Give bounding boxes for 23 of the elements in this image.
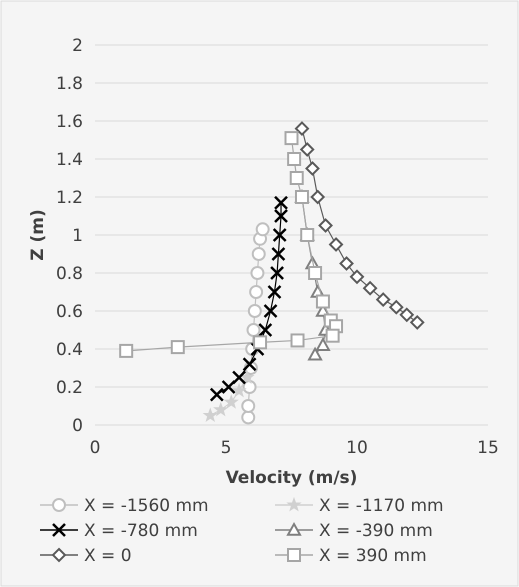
y-tick-label: 0 (72, 416, 83, 436)
x-tick-label: 10 (346, 438, 368, 458)
y-tick-label: 0.4 (56, 340, 83, 360)
x-tick-label: 15 (477, 438, 499, 458)
legend-label: X = -1170 mm (319, 496, 444, 516)
x-tick-label: 0 (90, 438, 100, 458)
y-tick-label: 1.8 (56, 74, 83, 94)
legend-label: X = -780 mm (84, 520, 198, 541)
y-tick-label: 1.4 (56, 150, 83, 170)
y-tick-label: 1.6 (56, 112, 83, 132)
y-tick-label: 0.8 (56, 264, 83, 284)
x-tick-label: 5 (220, 438, 232, 458)
y-tick-label: 2 (72, 36, 83, 56)
y-tick-label: 1 (72, 226, 83, 246)
y-tick-label: 1.2 (56, 188, 83, 208)
legend-label: X = 0 (84, 546, 132, 566)
legend-label: X = -1560 mm (84, 496, 209, 516)
y-axis-title: Z (m) (28, 209, 48, 261)
legend-label: X = -390 mm (319, 520, 433, 541)
legend-label: X = 390 mm (319, 546, 427, 566)
y-tick-label: 0.2 (56, 378, 83, 398)
x-axis-title: Velocity (m/s) (226, 468, 358, 488)
y-tick-label: 0.6 (56, 302, 83, 322)
